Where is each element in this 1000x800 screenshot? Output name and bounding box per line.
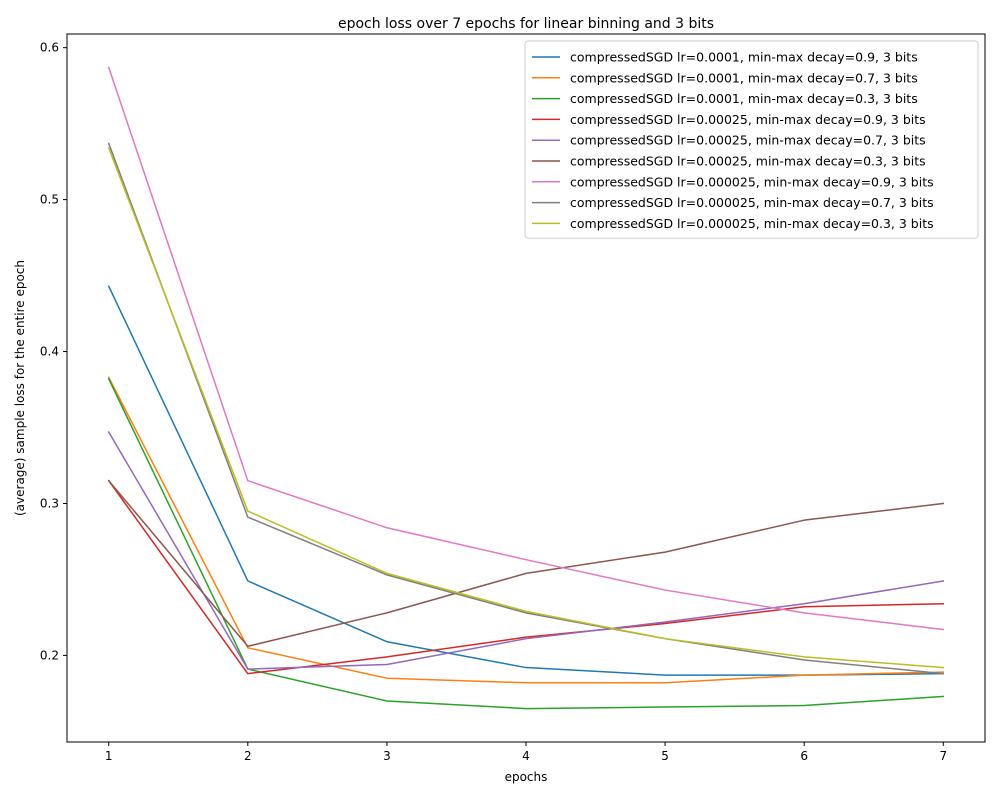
x-tick-label: 7 xyxy=(939,749,947,763)
series-line-5 xyxy=(107,431,945,670)
y-tick-label: 0.3 xyxy=(40,496,59,510)
legend-label-6: compressedSGD lr=0.00025, min-max decay=… xyxy=(570,154,926,169)
x-tick-label: 1 xyxy=(105,749,113,763)
x-tick-label: 5 xyxy=(661,749,669,763)
series-line-2 xyxy=(107,376,945,684)
series-line-9 xyxy=(107,146,945,669)
y-tick-label: 0.5 xyxy=(40,193,59,207)
legend: compressedSGD lr=0.0001, min-max decay=0… xyxy=(524,40,979,239)
y-tick-label: 0.6 xyxy=(40,41,59,55)
chart-title: epoch loss over 7 epochs for linear binn… xyxy=(338,16,714,32)
x-tick-label: 4 xyxy=(522,749,530,763)
legend-box xyxy=(524,40,979,239)
x-axis-ticks: 1 2 3 4 5 6 7 xyxy=(105,742,947,763)
legend-label-3: compressedSGD lr=0.0001, min-max decay=0… xyxy=(570,91,918,106)
legend-label-7: compressedSGD lr=0.000025, min-max decay… xyxy=(570,174,934,189)
series-line-4 xyxy=(107,479,945,675)
legend-label-1: compressedSGD lr=0.0001, min-max decay=0… xyxy=(570,50,918,65)
x-axis-title: epochs xyxy=(505,770,548,784)
series-line-8 xyxy=(107,142,945,675)
legend-label-4: compressedSGD lr=0.00025, min-max decay=… xyxy=(570,112,926,127)
y-axis-ticks: 0.2 0.3 0.4 0.5 0.6 xyxy=(40,41,67,662)
y-axis-title: (average) sample loss for the entire epo… xyxy=(13,260,27,516)
series-line-7 xyxy=(107,66,945,631)
x-tick-label: 3 xyxy=(383,749,391,763)
x-tick-label: 2 xyxy=(244,749,252,763)
x-tick-label: 6 xyxy=(800,749,808,763)
y-tick-label: 0.4 xyxy=(40,345,59,359)
y-tick-label: 0.2 xyxy=(40,648,59,662)
legend-label-9: compressedSGD lr=0.000025, min-max decay… xyxy=(570,216,934,231)
series-line-6 xyxy=(107,479,945,648)
series-lines xyxy=(107,66,945,710)
legend-label-8: compressedSGD lr=0.000025, min-max decay… xyxy=(570,195,934,210)
legend-label-2: compressedSGD lr=0.0001, min-max decay=0… xyxy=(570,70,918,85)
series-line-3 xyxy=(107,377,945,710)
legend-label-5: compressedSGD lr=0.00025, min-max decay=… xyxy=(570,133,926,148)
